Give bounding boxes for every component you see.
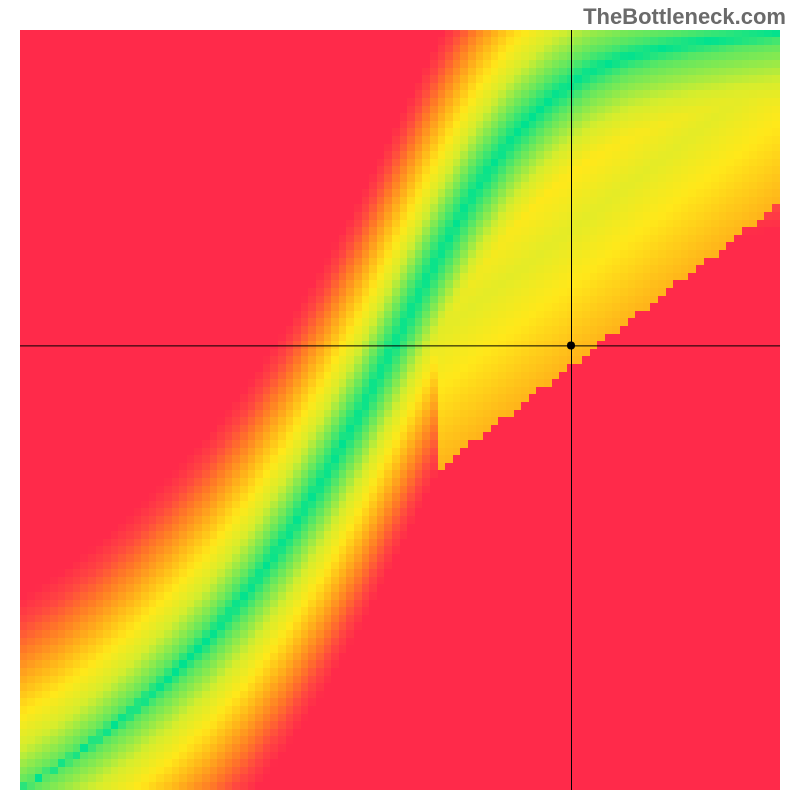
bottleneck-heatmap <box>20 30 780 790</box>
attribution-text: TheBottleneck.com <box>583 4 786 30</box>
